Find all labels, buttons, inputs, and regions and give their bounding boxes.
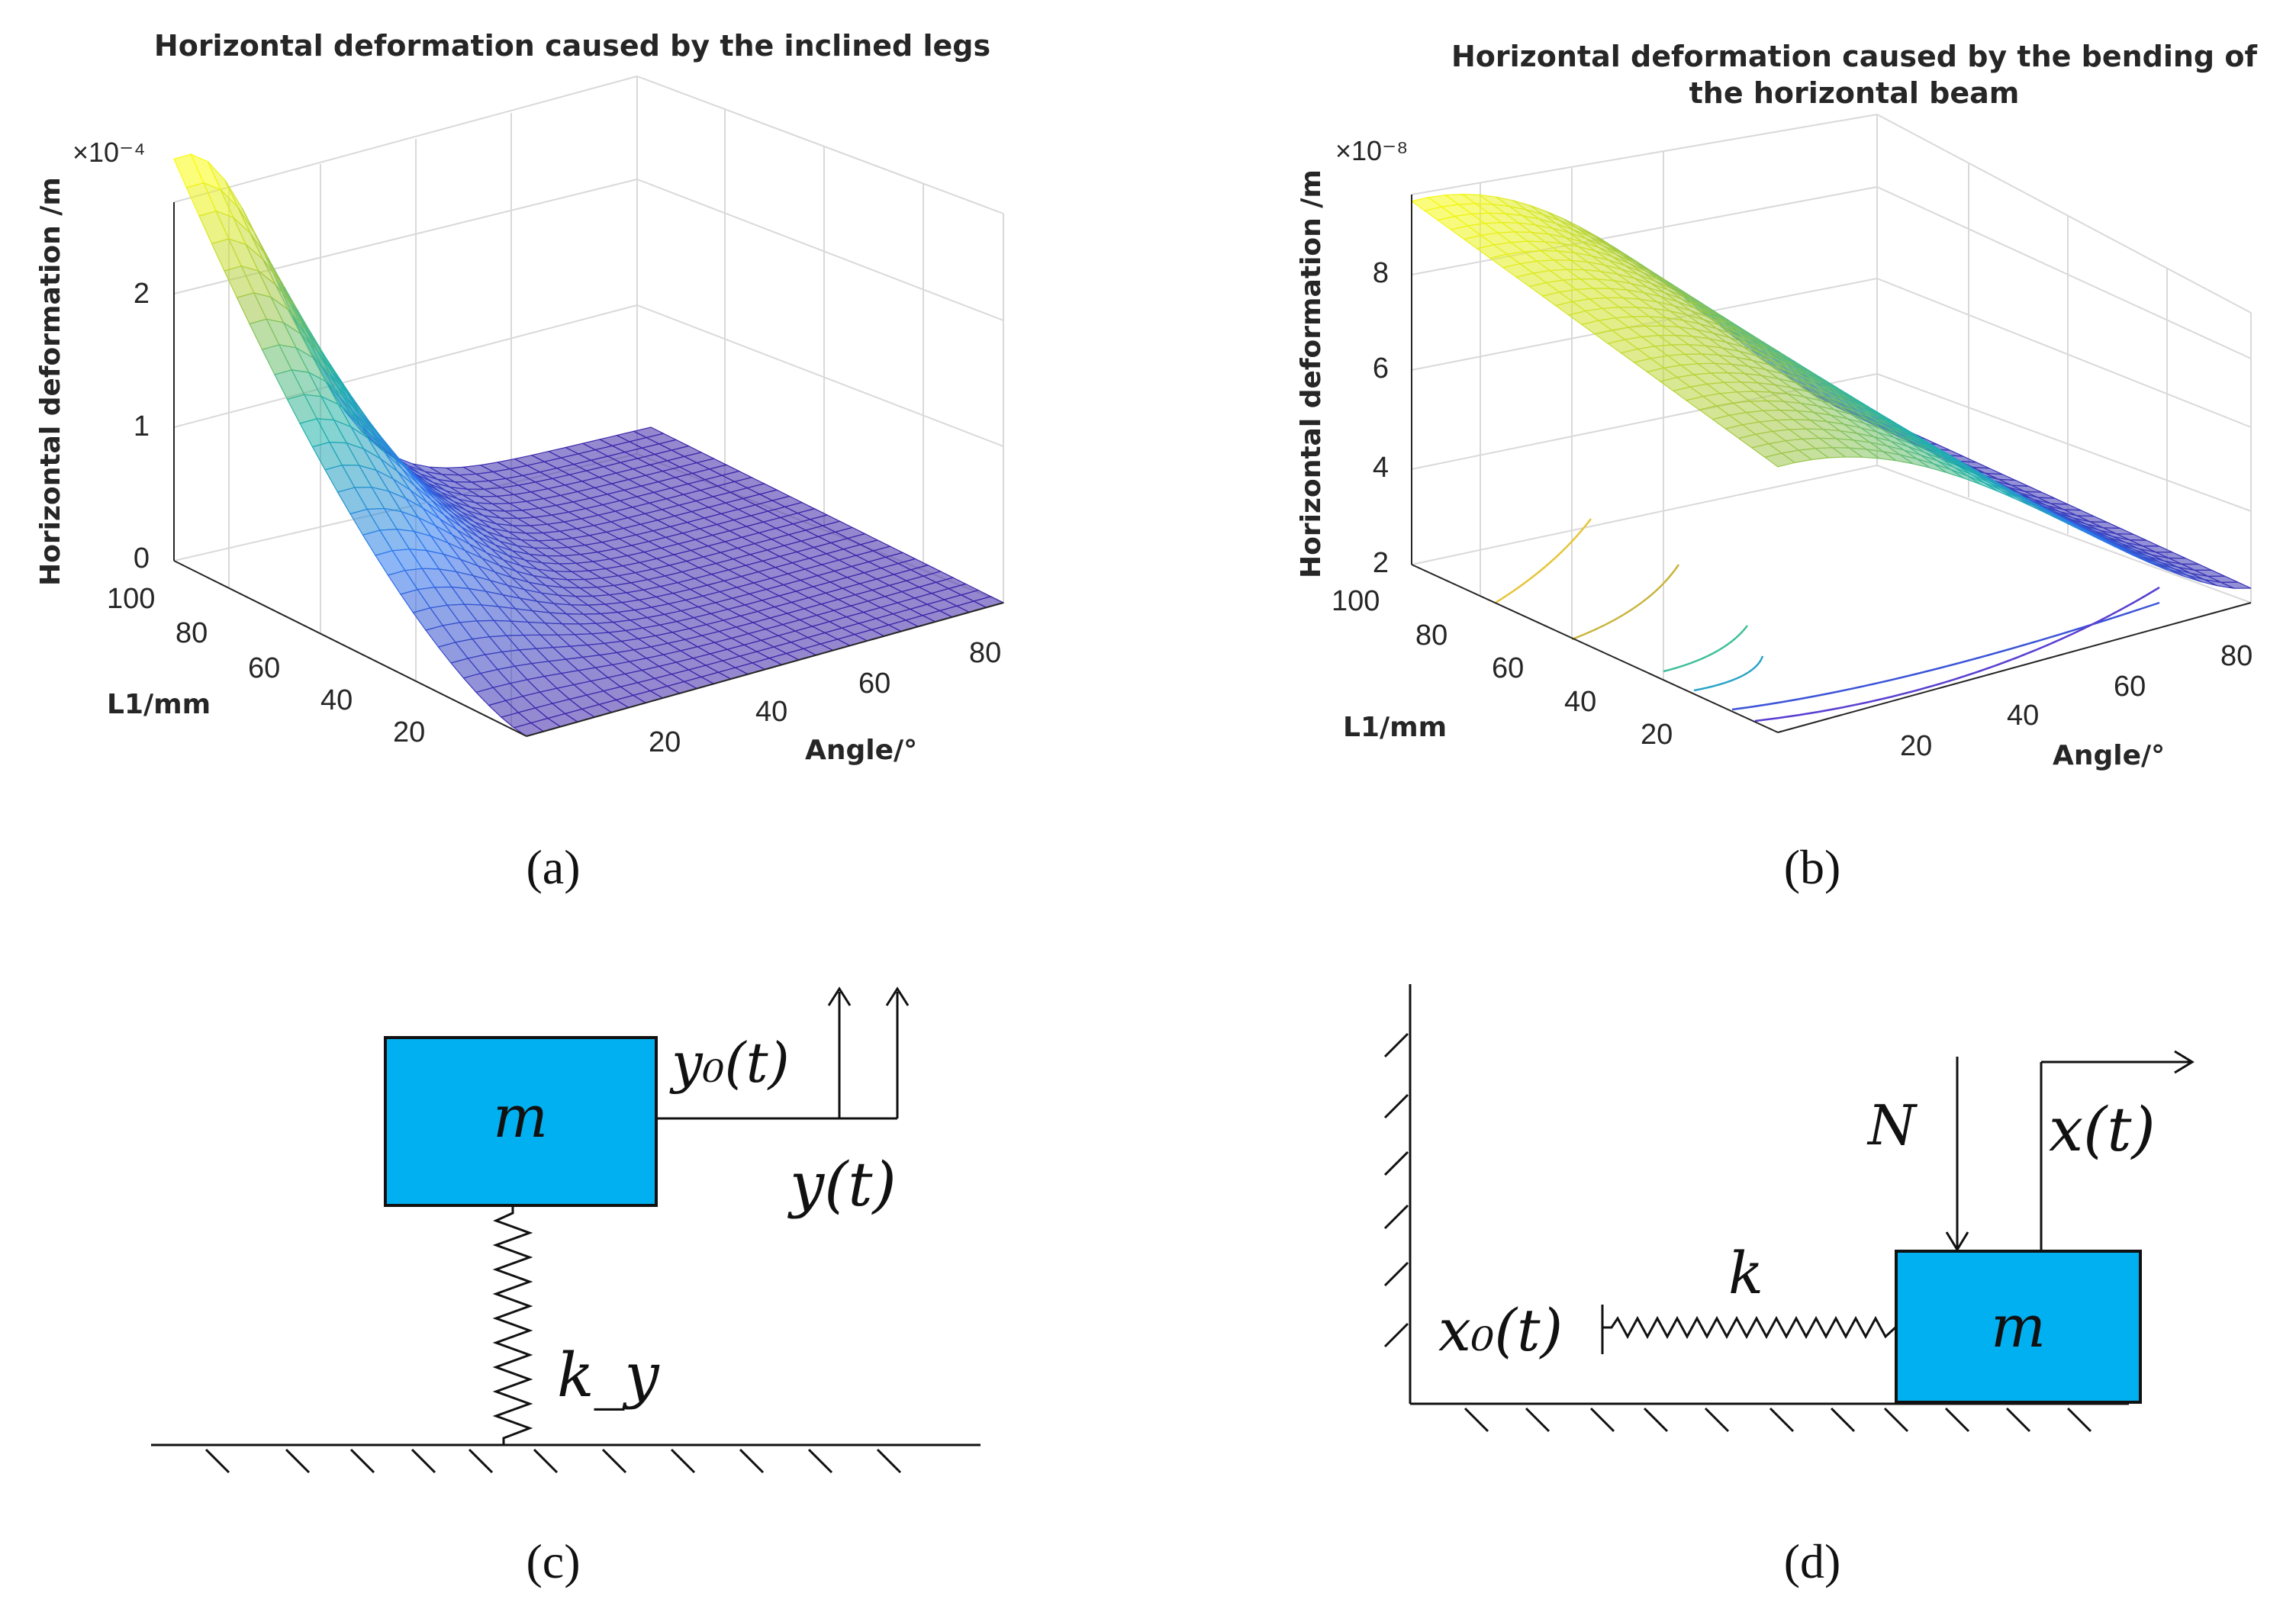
caption-b: (b) [1783, 840, 1841, 894]
caption-c: (c) [526, 1534, 581, 1588]
chart-a-y-tick: 60 [248, 652, 280, 684]
chart-b-x-label: Angle/° [2053, 740, 2165, 771]
chart-a: 0 1 2 ×10⁻⁴ Horizontal deformation /m 10… [35, 76, 1005, 766]
chart-b-y-tick: 60 [1492, 652, 1524, 684]
chart-a-z-label: Horizontal deformation /m [35, 177, 66, 586]
chart-b-z-tick: 2 [1373, 547, 1389, 579]
chart-b-x-tick: 60 [2114, 671, 2146, 703]
chart-b-title: Horizontal deformation caused by the ben… [1451, 40, 2258, 110]
caption-d: (d) [1783, 1534, 1841, 1588]
diagram-c-output-label: y(t) [787, 1149, 897, 1220]
chart-b-surface [1410, 193, 2252, 589]
chart-a-x-tick: 80 [969, 637, 1001, 669]
chart-b-surface-patch [2220, 581, 2252, 589]
chart-a-x-tick: 40 [755, 696, 787, 728]
diagram-c-ground-hatch [204, 1448, 902, 1474]
chart-a-x-tick: 20 [649, 726, 681, 758]
chart-b-y-tick: 20 [1641, 719, 1673, 751]
caption-a: (a) [526, 840, 581, 894]
chart-b-z-exponent: ×10⁻⁸ [1335, 135, 1408, 166]
diagram-c-mass-label: m [493, 1083, 548, 1150]
chart-b-x-tick: 40 [2007, 700, 2039, 732]
diagram-c-mass [384, 1036, 658, 1207]
diagram-c-spring [492, 1205, 533, 1445]
diagram-d-mass [1895, 1250, 2142, 1404]
diagram-d-spring [1602, 1315, 1897, 1340]
chart-a-title: Horizontal deformation caused by the inc… [153, 29, 991, 63]
chart-b-x-tick: 80 [2220, 640, 2253, 672]
chart-b-contours [1495, 518, 2160, 722]
chart-b-x-tick: 20 [1900, 730, 1932, 762]
chart-a-x-tick: 60 [858, 668, 890, 700]
diagram-d-mass-label: m [1991, 1292, 2046, 1360]
chart-a-y-tick: 20 [393, 716, 425, 748]
chart-b-y-label: L1/mm [1343, 712, 1447, 743]
diagram-c: m y₀(t) y(t) k_y [151, 986, 981, 1474]
diagram-d-input-label: x₀(t) [1438, 1296, 1563, 1364]
diagram-c-input-label: y₀(t) [669, 1031, 790, 1095]
diagram-d-output-label: x(t) [2049, 1094, 2156, 1165]
chart-a-surface [173, 153, 1005, 737]
chart-a-z-tick: 1 [134, 410, 150, 442]
chart-b: 2 4 6 8 ×10⁻⁸ Horizontal deformation /m … [1296, 114, 2253, 771]
chart-a-y-tick: 40 [320, 684, 353, 716]
chart-a-z-tick: 2 [134, 278, 150, 310]
diagram-c-spring-label: k_y [557, 1340, 660, 1411]
chart-a-z-tick: 0 [134, 542, 150, 574]
chart-a-z-exponent: ×10⁻⁴ [72, 137, 146, 168]
chart-b-z-tick: 8 [1373, 257, 1389, 289]
chart-b-y-tick: 100 [1332, 585, 1380, 617]
chart-a-y-tick: 100 [107, 583, 155, 615]
chart-b-z-tick: 4 [1373, 452, 1389, 484]
diagram-d-spring-label: k [1728, 1239, 1763, 1307]
chart-b-y-tick: 80 [1415, 619, 1447, 652]
chart-a-y-label: L1/mm [107, 689, 211, 720]
chart-a-x-label: Angle/° [805, 735, 917, 766]
chart-b-y-tick: 40 [1564, 686, 1596, 718]
chart-b-z-label: Horizontal deformation /m [1296, 169, 1327, 578]
chart-a-y-tick: 80 [176, 617, 208, 649]
diagram-d-normal-force-label: N [1866, 1093, 1918, 1157]
chart-b-z-tick: 6 [1373, 352, 1389, 385]
